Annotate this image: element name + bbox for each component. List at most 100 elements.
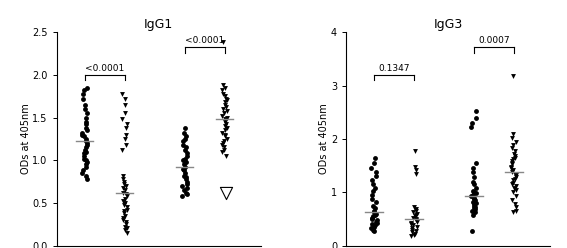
Point [468,180,477,184]
Point [412,219,421,223]
Point [507,147,517,151]
Point [217,150,226,154]
Point [371,219,380,223]
Point [180,148,189,152]
Point [412,217,421,221]
Point [369,161,378,165]
Point [372,170,381,174]
Point [182,180,191,184]
Point [121,111,130,115]
Point [409,205,418,209]
Point [183,186,192,189]
Point [471,201,480,205]
Point [220,124,229,128]
Point [470,204,479,208]
Text: <0.0001: <0.0001 [185,36,224,45]
Text: <0.0001: <0.0001 [85,64,124,73]
Point [83,86,92,90]
Point [118,218,127,222]
Point [119,216,128,220]
Point [221,191,230,195]
Point [368,179,377,183]
Point [407,221,416,225]
Point [370,225,379,229]
Point [469,200,478,204]
Point [507,166,516,170]
Point [117,117,126,121]
Point [121,184,130,188]
Point [412,209,421,213]
Point [369,229,378,233]
Point [182,192,191,196]
Point [223,116,232,120]
Point [121,197,130,201]
Point [508,182,517,186]
Point [79,154,88,158]
Point [81,148,90,152]
Point [219,139,229,143]
Point [179,174,188,178]
Point [509,190,518,194]
Point [221,105,230,109]
Point [469,190,478,194]
Point [471,205,480,209]
Point [469,206,479,210]
Point [120,188,129,192]
Point [508,170,517,174]
Point [123,226,132,230]
Point [467,125,476,129]
Point [367,226,376,230]
Point [218,88,227,92]
Point [508,143,517,147]
Point [121,220,130,224]
Point [80,156,89,160]
Point [82,120,91,124]
Point [179,158,188,162]
Point [469,175,479,179]
Point [77,131,86,135]
Point [469,213,478,217]
Point [78,92,87,96]
Point [412,218,421,222]
Point [369,209,378,213]
Point [509,181,518,185]
Point [507,136,517,140]
Point [81,137,90,141]
Point [81,150,90,154]
Point [81,123,90,126]
Point [412,225,421,229]
Point [83,143,92,147]
Point [117,92,126,96]
Point [178,184,187,188]
Point [220,94,229,98]
Point [119,186,128,189]
Point [512,184,521,188]
Point [121,126,130,130]
Point [408,226,417,230]
Point [471,109,480,113]
Point [509,152,518,156]
Point [121,214,130,218]
Point [512,205,521,209]
Point [509,157,518,161]
Point [511,209,521,213]
Point [218,92,227,96]
Point [507,162,517,166]
Point [78,168,87,172]
Point [82,145,91,149]
Point [468,170,477,174]
Point [219,141,228,145]
Point [221,133,230,137]
Point [408,223,417,227]
Point [412,213,421,217]
Point [182,191,191,195]
Point [368,217,377,221]
Point [220,145,229,149]
Point [467,194,476,198]
Point [509,211,518,215]
Text: 0.0007: 0.0007 [478,36,510,45]
Point [179,139,188,143]
Point [470,182,479,186]
Point [471,198,480,202]
Point [119,211,128,215]
